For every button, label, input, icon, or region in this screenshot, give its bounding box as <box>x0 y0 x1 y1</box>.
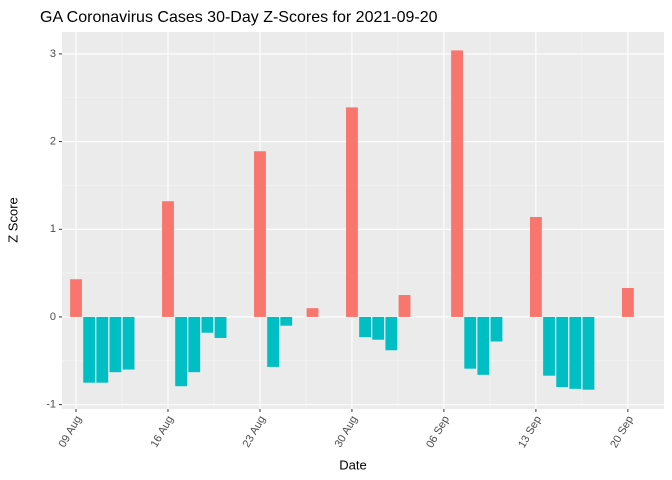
bar <box>83 316 96 383</box>
bar <box>267 316 280 367</box>
bar <box>398 295 411 317</box>
x-tick-label: 23 Aug <box>241 414 269 450</box>
y-axis-label: Z Score <box>5 197 20 243</box>
x-tick-label: 16 Aug <box>149 414 177 450</box>
bar <box>254 151 266 317</box>
bar <box>175 316 188 387</box>
bar <box>214 316 227 338</box>
bar <box>306 308 319 317</box>
bar <box>372 316 385 340</box>
y-tick-label: 0 <box>50 311 56 323</box>
bar <box>359 316 371 338</box>
x-tick-label: 20 Sep <box>608 414 636 450</box>
bar <box>451 50 463 317</box>
bar <box>543 316 555 376</box>
x-axis-label: Date <box>339 457 366 472</box>
bar <box>109 316 122 373</box>
x-tick-label: 30 Aug <box>333 414 361 450</box>
y-tick-label: 3 <box>50 48 56 60</box>
y-tick-label: -1 <box>46 399 56 411</box>
y-tick-label: 1 <box>50 223 56 235</box>
x-tick-label: 09 Aug <box>57 414 85 450</box>
y-tick-label: 2 <box>50 135 56 147</box>
chart-title: GA Coronavirus Cases 30-Day Z-Scores for… <box>40 9 438 26</box>
x-tick-label: 06 Sep <box>424 414 452 450</box>
bar <box>529 216 542 317</box>
x-tick-label: 13 Sep <box>516 414 544 450</box>
bar <box>490 316 503 342</box>
bar <box>70 279 82 317</box>
bar <box>477 316 490 375</box>
bar <box>96 316 109 383</box>
bar <box>280 316 293 326</box>
bar <box>385 316 398 351</box>
bar <box>201 316 214 333</box>
bar <box>582 316 595 390</box>
bar <box>556 316 569 388</box>
bar <box>464 316 477 369</box>
bar <box>346 107 358 317</box>
bar <box>188 316 201 373</box>
bar <box>162 201 174 317</box>
bar <box>569 316 582 389</box>
bar <box>621 288 634 317</box>
bar <box>122 316 135 370</box>
